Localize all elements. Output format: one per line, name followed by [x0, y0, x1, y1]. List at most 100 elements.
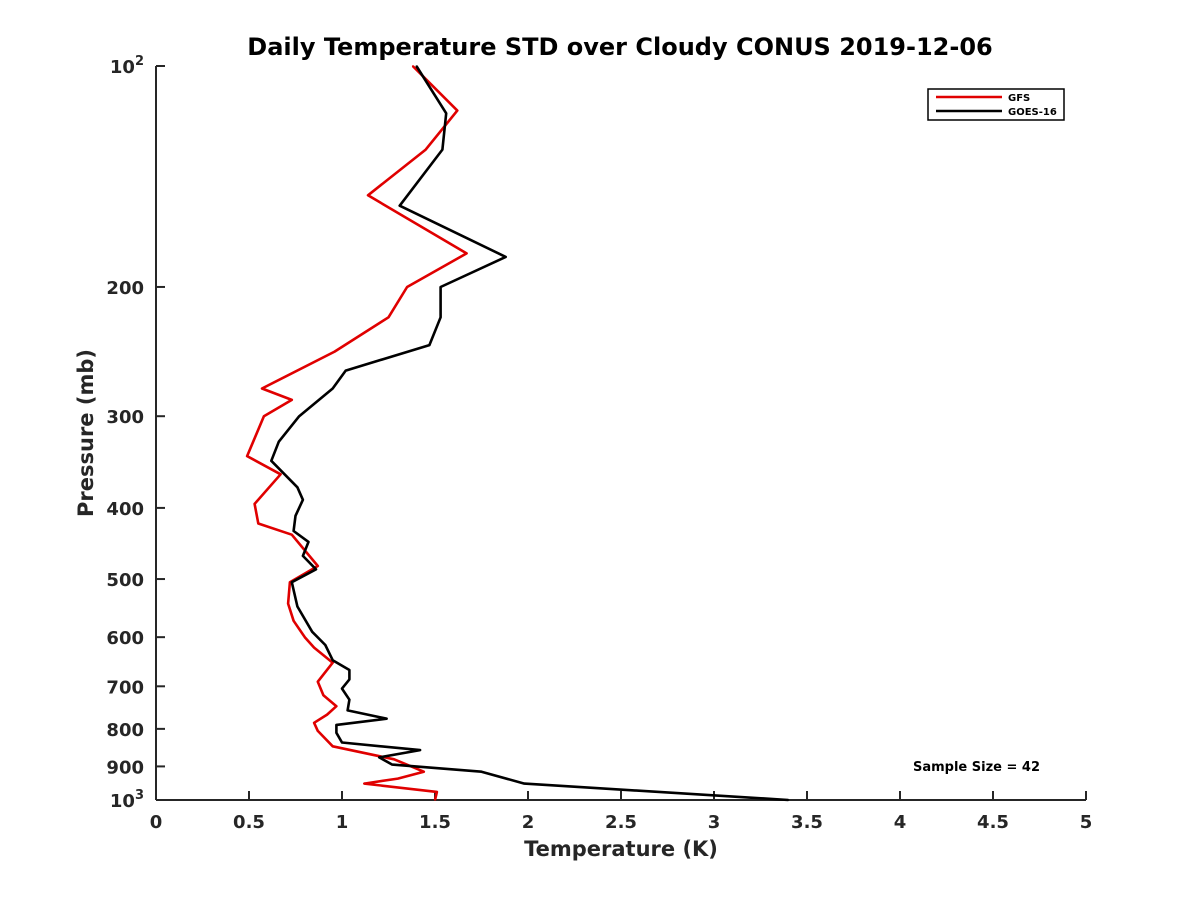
data-point-gfs: [333, 350, 336, 353]
data-point-gfs: [261, 387, 263, 390]
y-tick-label: 600: [106, 628, 144, 649]
y-tick-label: 200: [106, 278, 144, 299]
data-point-goes16: [335, 724, 338, 726]
data-point-gfs: [331, 661, 334, 664]
data-point-goes16: [480, 770, 483, 773]
x-ticks: 0 0.5 1 1.5 2 2.5 3 3.5 4 4.5 5: [150, 791, 1093, 833]
data-point-goes16: [398, 204, 401, 207]
x-tick-label: 2: [522, 812, 535, 833]
y-tick-label: 103: [110, 788, 144, 812]
data-point-goes16: [307, 541, 310, 543]
data-point-gfs: [287, 602, 289, 605]
data-point-goes16: [324, 644, 327, 646]
x-tick-label: 4.5: [977, 812, 1009, 833]
legend-label-goes16: GOES-16: [1008, 107, 1057, 118]
data-point-gfs: [322, 694, 325, 697]
data-point-goes16: [296, 605, 299, 608]
x-tick-label: 3: [708, 812, 721, 833]
x-tick-label: 1: [336, 812, 349, 833]
legend-box: [927, 88, 1065, 121]
data-point-goes16: [378, 756, 381, 759]
data-point-gfs: [292, 620, 295, 622]
data-point-gfs: [411, 65, 414, 67]
data-point-gfs: [291, 533, 293, 536]
data-point-goes16: [335, 732, 338, 734]
data-point-goes16: [787, 799, 790, 801]
data-point-gfs: [363, 782, 366, 785]
data-point-gfs: [456, 109, 459, 112]
data-point-goes16: [439, 286, 442, 288]
data-point-gfs: [313, 722, 315, 724]
x-tick-label: 0: [150, 812, 163, 833]
series-line-goes16: [269, 65, 789, 802]
data-point-gfs: [263, 415, 265, 418]
data-point-goes16: [270, 460, 273, 462]
data-point-goes16: [523, 782, 526, 785]
y-tick-label: 700: [106, 677, 144, 698]
data-point-goes16: [331, 659, 334, 661]
x-tick-label: 1.5: [419, 812, 451, 833]
data-point-goes16: [439, 316, 442, 319]
data-point-goes16: [344, 369, 347, 372]
legend: GFS GOES-16: [927, 88, 1065, 121]
y-axis-label: Pressure (mb): [74, 349, 98, 517]
y-tick-label: 102: [110, 54, 144, 78]
data-point-goes16: [504, 256, 507, 258]
data-point-gfs: [397, 777, 399, 780]
data-point-gfs: [326, 713, 328, 716]
data-point-goes16: [298, 415, 301, 418]
y-tick-label: 400: [106, 499, 144, 520]
data-point-goes16: [294, 515, 297, 517]
data-point-goes16: [341, 741, 343, 744]
x-tick-label: 0.5: [233, 812, 265, 833]
data-point-goes16: [348, 698, 351, 701]
data-point-gfs: [304, 636, 306, 638]
data-point-gfs: [331, 745, 334, 748]
data-point-gfs: [317, 565, 319, 567]
data-point-gfs: [436, 791, 438, 793]
chart-title: Daily Temperature STD over Cloudy CONUS …: [247, 33, 992, 61]
data-point-goes16: [348, 678, 351, 681]
data-point-gfs: [291, 399, 293, 401]
data-point-goes16: [291, 581, 293, 583]
data-point-gfs: [387, 316, 390, 319]
y-tick-label: 500: [106, 570, 144, 591]
y-tick-label: 900: [106, 757, 144, 778]
data-point-goes16: [385, 717, 388, 720]
series-line-gfs: [245, 65, 468, 801]
data-point-gfs: [424, 148, 427, 151]
x-tick-label: 2.5: [605, 812, 637, 833]
data-point-goes16: [445, 112, 448, 115]
data-point-gfs: [246, 455, 248, 457]
data-point-goes16: [302, 499, 304, 501]
data-point-goes16: [346, 709, 349, 712]
data-point-gfs: [317, 730, 319, 732]
data-point-goes16: [315, 568, 317, 571]
data-point-goes16: [292, 530, 295, 532]
data-point-gfs: [289, 581, 291, 583]
data-point-gfs: [367, 194, 369, 197]
data-point-gfs: [279, 473, 282, 476]
data-point-goes16: [415, 65, 418, 67]
data-point-goes16: [441, 148, 444, 151]
data-point-goes16: [278, 440, 280, 443]
data-point-goes16: [302, 555, 304, 557]
y-tick-label: 800: [106, 720, 144, 741]
data-point-gfs: [257, 522, 260, 525]
data-point-gfs: [253, 503, 256, 505]
data-point-goes16: [331, 387, 334, 390]
legend-label-gfs: GFS: [1008, 93, 1030, 104]
data-point-goes16: [341, 687, 343, 690]
y-ticks: 102 200 300 400 500 600 700 800 900 103: [106, 54, 165, 812]
data-point-goes16: [428, 344, 431, 346]
data-point-goes16: [391, 763, 394, 766]
data-point-gfs: [465, 252, 468, 255]
data-point-goes16: [419, 749, 421, 751]
data-point-goes16: [348, 669, 351, 671]
data-point-gfs: [335, 705, 338, 707]
data-point-gfs: [313, 646, 315, 649]
data-point-gfs: [423, 770, 425, 773]
data-point-goes16: [296, 486, 299, 489]
x-tick-label: 5: [1080, 812, 1093, 833]
